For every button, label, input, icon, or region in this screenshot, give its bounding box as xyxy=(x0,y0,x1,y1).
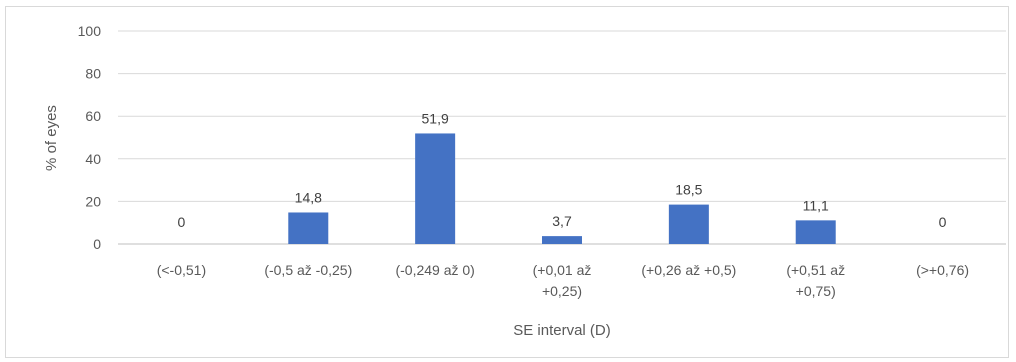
data-label: 11,1 xyxy=(803,197,829,213)
bar xyxy=(415,133,456,244)
x-category-label-line: +0,75) xyxy=(796,283,836,299)
data-label: 0 xyxy=(939,214,947,230)
data-label: 51,9 xyxy=(422,110,449,126)
x-category-label: (-0,249 až 0) xyxy=(395,262,474,278)
y-tick-label: 40 xyxy=(85,151,101,167)
gridlines xyxy=(118,30,1006,245)
y-axis-ticks: 0 20 40 60 80 100 xyxy=(78,23,102,252)
bar xyxy=(795,220,836,244)
x-category-label-line: (-0,249 až 0) xyxy=(395,262,474,278)
bar xyxy=(288,212,329,244)
x-category-label-line: (>+0,76) xyxy=(916,262,969,278)
x-category-label: (+0,51 až +0,75) xyxy=(786,262,845,299)
bar xyxy=(668,204,709,244)
x-category-label: (+0,01 až +0,25) xyxy=(533,262,592,299)
x-category-label: (-0,5 až -0,25) xyxy=(264,262,352,278)
data-labels: 0 14,8 51,9 3,7 18,5 11,1 0 xyxy=(178,110,947,230)
y-tick-label: 80 xyxy=(85,66,101,82)
x-category-label-line: (+0,01 až xyxy=(533,262,592,278)
y-tick-label: 60 xyxy=(85,108,101,124)
chart-frame xyxy=(5,6,1009,358)
y-axis-title: % of eyes xyxy=(43,105,60,171)
x-category-label: (+0,26 až +0,5) xyxy=(641,262,736,278)
x-category-label: (<-0,51) xyxy=(157,262,206,278)
x-category-label-line: (+0,51 až xyxy=(786,262,845,278)
x-category-label-line: (-0,5 až -0,25) xyxy=(264,262,352,278)
x-category-label: (>+0,76) xyxy=(916,262,969,278)
x-category-label-line: (<-0,51) xyxy=(157,262,206,278)
data-label: 3,7 xyxy=(552,213,572,229)
bar xyxy=(542,236,582,244)
y-tick-label: 20 xyxy=(85,193,101,209)
x-category-label-line: +0,25) xyxy=(542,283,582,299)
data-label: 14,8 xyxy=(295,189,322,205)
bars xyxy=(288,133,836,244)
y-tick-label: 100 xyxy=(78,23,102,39)
data-label: 18,5 xyxy=(675,182,702,198)
data-label: 0 xyxy=(178,214,186,230)
x-category-label-line: (+0,26 až +0,5) xyxy=(641,262,736,278)
x-axis-title: SE interval (D) xyxy=(513,322,611,339)
x-axis-categories: (<-0,51) (-0,5 až -0,25) (-0,249 až 0) (+0,… xyxy=(157,262,969,299)
y-tick-label: 0 xyxy=(93,236,101,252)
